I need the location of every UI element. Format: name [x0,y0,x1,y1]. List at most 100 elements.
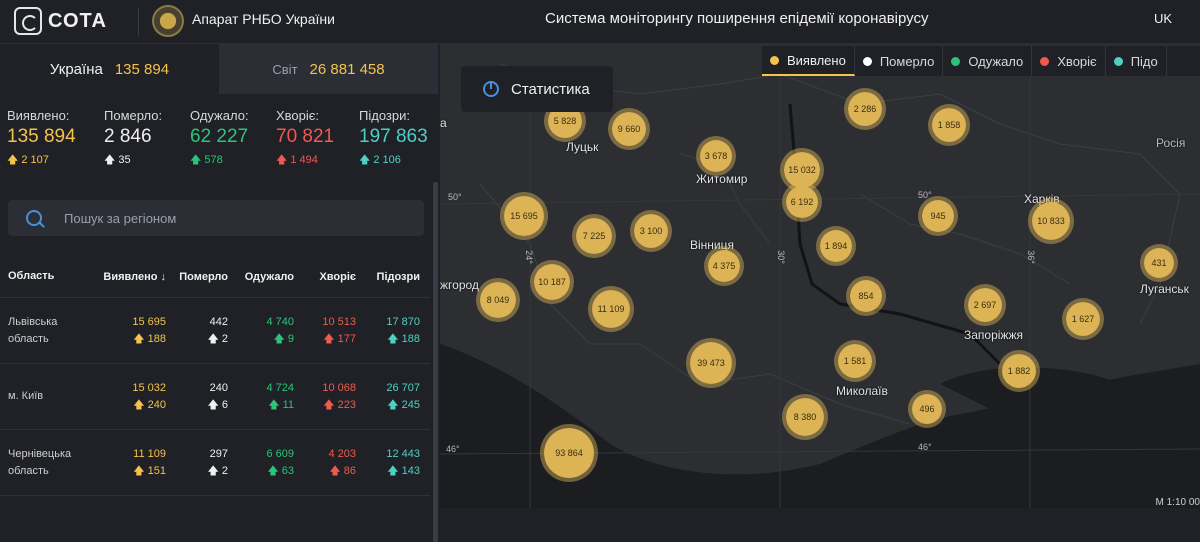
table-scrollbar[interactable] [433,182,438,542]
stat-value: 70 821 [276,126,335,147]
legend-label: Виявлено [787,52,846,68]
legend-detected[interactable]: Виявлено [762,46,855,76]
map-cluster[interactable]: 1 894 [816,226,856,266]
suspected-delta-value: 143 [401,464,420,477]
map-cluster[interactable]: 15 695 [500,192,548,240]
map-cluster[interactable]: 3 100 [630,210,672,252]
died-delta: 🡅 2 [207,332,229,345]
ill-delta-value: 177 [337,332,356,345]
cell-ill: 4 203 🡅 86 [294,446,356,480]
stat-suspected: Підозри: 197 863 🡅 2 106 [359,108,428,170]
map-cluster[interactable]: 10 833 [1028,198,1074,244]
map-cluster[interactable]: 10 187 [530,260,574,304]
suspected-value: 12 443 [386,447,420,460]
col-suspected[interactable]: Підозри [376,270,420,283]
col-detected[interactable]: Виявлено ↓ [103,270,166,283]
map-cluster[interactable]: 8 380 [782,394,828,440]
map-cluster[interactable]: 1 858 [928,104,970,146]
died-value: 442 [209,315,228,328]
detected-delta: 🡅 188 [133,332,166,345]
stat-delta-value: 2 106 [373,154,401,166]
sota-logo-icon [14,7,42,35]
legend-label: Померло [879,53,935,69]
map-cluster[interactable]: 2 286 [844,88,886,130]
died-delta-value: 2 [221,332,228,345]
stat-label: Виявлено: [7,108,70,123]
legend-ill[interactable]: Хворіє [1032,46,1106,76]
map-cluster[interactable]: 1 581 [834,340,876,382]
grid-label: 46° [446,444,460,454]
recovered-delta: 🡅 9 [273,332,295,345]
map-cluster[interactable]: 93 864 [540,424,598,482]
white-dot-icon [862,56,872,66]
cell-died: 297 🡅 2 [166,446,229,480]
language-switch[interactable]: UK [1153,11,1172,26]
legend-recovered[interactable]: Одужало [943,46,1033,76]
died-value: 240 [209,381,228,394]
ill-delta-value: 86 [343,464,356,477]
suspected-delta-value: 245 [401,398,420,411]
stat-value: 197 863 [359,126,428,147]
map-scale: M 1:10 00 [1155,497,1200,508]
city-label: а [440,116,447,130]
table-row[interactable]: м. Київ 15 032 🡅 240 240 🡅 6 4 724 🡅 11 10 … [0,364,430,430]
recovered-delta: 🡅 11 [268,398,294,411]
tab-world[interactable]: Світ 26 881 458 [219,44,438,94]
map-cluster[interactable]: 1 627 [1062,298,1104,340]
suspected-value: 26 707 [386,381,420,394]
table-header: Область Виявлено ↓ Померло Одужало Хворі… [0,256,430,298]
col-region[interactable]: Область [8,270,55,282]
ill-delta: 🡅 177 [323,332,356,345]
stat-label: Одужало: [190,108,249,123]
map-cluster[interactable]: 945 [918,196,958,236]
country-label: Росія [1156,136,1186,150]
map-cluster[interactable]: 431 [1140,244,1178,282]
map-cluster[interactable]: 8 049 [476,278,520,322]
map-cluster[interactable]: 11 109 [588,286,634,332]
map-cluster[interactable]: 6 192 [782,182,822,222]
tab-world-value: 26 881 458 [309,60,385,78]
stat-recovered: Одужало: 62 227 🡅 578 [190,108,249,170]
col-died[interactable]: Померло [179,270,228,283]
col-recovered[interactable]: Одужало [244,270,294,283]
region-search[interactable] [8,200,424,236]
legend-died[interactable]: Померло [855,46,944,76]
ill-value: 4 203 [328,447,356,460]
detected-value: 15 695 [132,315,166,328]
city-label: Луганськ [1140,282,1189,296]
map-cluster[interactable]: 1 882 [998,350,1040,392]
map-cluster[interactable]: 39 473 [686,338,736,388]
red-dot-icon [1040,56,1050,66]
ill-delta: 🡅 86 [329,464,356,477]
recovered-value: 4 740 [266,315,294,328]
stat-delta: 🡅 2 106 [359,154,401,166]
map-cluster[interactable]: 2 697 [964,284,1006,326]
map-cluster[interactable]: 9 660 [608,108,650,150]
site-title: Система моніторингу поширення епідемії к… [545,10,929,27]
statistics-button[interactable]: Статистика [461,66,613,112]
stat-label: Підозри: [359,108,410,123]
tab-ukraine[interactable]: Україна 135 894 [0,44,219,94]
legend-suspected[interactable]: Підо [1106,46,1167,76]
detected-delta-value: 151 [147,464,166,477]
map-view[interactable]: 50° 24° 30° 36° 50° 46° 46° Луцьк Житоми… [440,44,1200,508]
recovered-value: 4 724 [266,381,294,394]
map-cluster[interactable]: 7 225 [572,214,616,258]
stat-ill: Хворіє: 70 821 🡅 1 494 [276,108,334,170]
map-cluster[interactable]: 4 375 [704,246,744,286]
map-cluster[interactable]: 3 678 [696,136,736,176]
suspected-delta: 🡅 143 [387,464,420,477]
table-row[interactable]: Львівська область 15 695 🡅 188 442 🡅 2 4 7… [0,298,430,364]
left-panel: Україна 135 894 Світ 26 881 458 Виявлено… [0,44,438,542]
stat-label: Померло: [104,108,163,123]
map-cluster[interactable]: 496 [908,390,946,428]
stat-delta: 🡅 2 107 [7,154,49,166]
died-delta-value: 6 [221,398,228,411]
grid-label: 30° [775,250,786,264]
col-ill[interactable]: Хворіє [319,270,356,283]
table-row[interactable]: Чернівецька область 11 109 🡅 151 297 🡅 2 6… [0,430,430,496]
search-input[interactable] [64,210,404,226]
sota-logo[interactable]: СОТА [14,6,107,36]
map-cluster[interactable]: 854 [846,276,886,316]
city-label: Луцьк [566,140,599,154]
